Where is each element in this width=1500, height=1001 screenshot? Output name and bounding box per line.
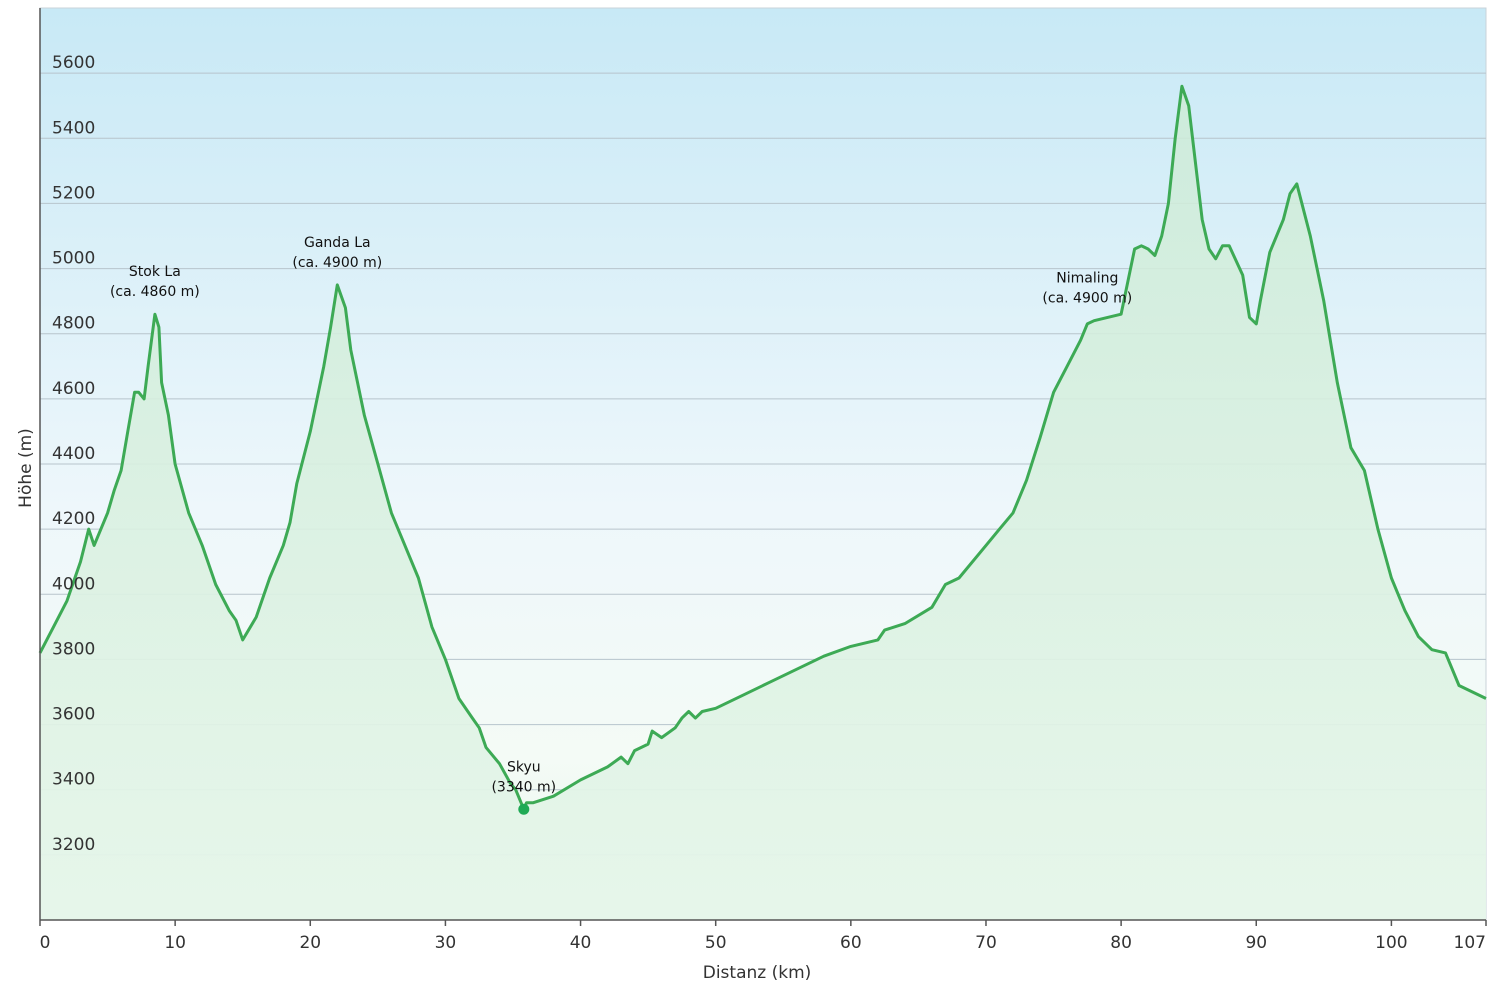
y-tick-label-3600: 3600 (52, 705, 95, 725)
y-tick-label-4600: 4600 (52, 379, 95, 399)
annotation-name-0: Stok La (129, 264, 181, 280)
y-tick-label-3200: 3200 (52, 835, 95, 855)
x-tick-label-40: 40 (570, 933, 592, 953)
elevation-line (38, 84, 1487, 811)
x-tick-label-10: 10 (164, 933, 186, 953)
x-tick-label-30: 30 (435, 933, 457, 953)
x-tick-label-90: 90 (1245, 933, 1267, 953)
annotation-elevation-3: (ca. 4900 m) (1042, 291, 1132, 307)
y-tick-label-5000: 5000 (52, 249, 95, 269)
y-tick-label-4800: 4800 (52, 314, 95, 334)
y-tick-label-3800: 3800 (52, 639, 95, 659)
y-tick-label-5600: 5600 (52, 53, 95, 73)
skyu-marker-point (518, 803, 530, 815)
y-tick-label-5200: 5200 (52, 183, 95, 203)
elevation-area-fill (40, 86, 1486, 920)
y-tick-label-4000: 4000 (52, 574, 95, 594)
annotation-elevation-2: (3340 m) (491, 779, 556, 795)
y-axis-ticks: 3200 3400 3600 3800 4000 4200 4400 4600 4800 5000… (52, 53, 95, 855)
x-tick-label-0: 0 (40, 933, 51, 953)
x-tick-label-107: 107 (1454, 933, 1486, 953)
annotation-elevation-1: (ca. 4900 m) (292, 255, 382, 271)
y-axis-title: Höhe (m) (16, 428, 36, 508)
y-tick-label-5400: 5400 (52, 118, 95, 138)
annotation-name-1: Ganda La (304, 235, 371, 251)
annotations: Stok La (ca. 4860 m) Ganda La (ca. 4900 m) S… (110, 235, 1132, 795)
x-tick-label-20: 20 (299, 933, 321, 953)
x-tick-label-70: 70 (975, 933, 997, 953)
annotation-elevation-0: (ca. 4860 m) (110, 284, 200, 300)
x-tick-label-60: 60 (840, 933, 862, 953)
annotation-name-3: Nimaling (1056, 271, 1118, 287)
y-tick-label-4200: 4200 (52, 509, 95, 529)
y-tick-label-3400: 3400 (52, 770, 95, 790)
annotation-name-2: Skyu (507, 759, 541, 775)
y-tick-label-4400: 4400 (52, 444, 95, 464)
x-axis-title: Distanz (km) (703, 963, 812, 983)
x-tick-label-50: 50 (705, 933, 727, 953)
x-axis-ticks: 0 10 20 30 40 50 60 70 80 90 100 107 (39, 920, 1487, 953)
x-tick-label-80: 80 (1110, 933, 1132, 953)
x-tick-label-100: 100 (1375, 933, 1407, 953)
